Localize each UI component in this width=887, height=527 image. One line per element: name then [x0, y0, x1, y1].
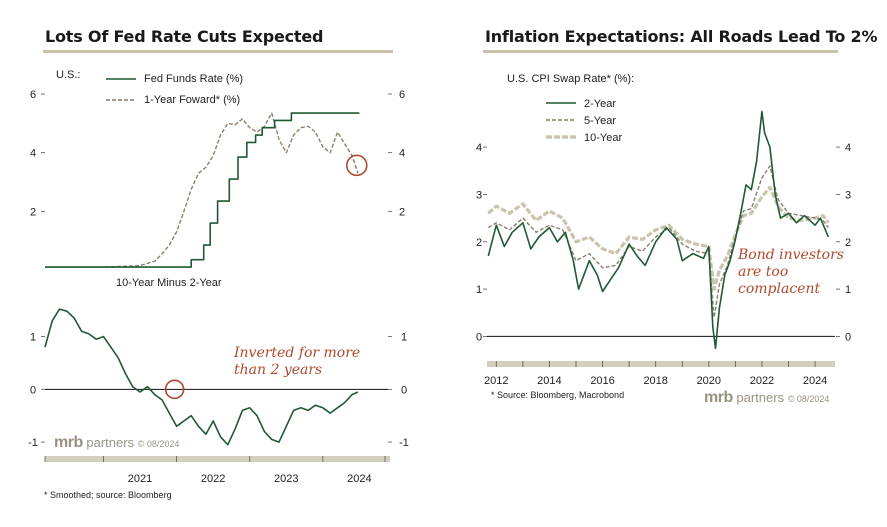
- brand-name: partners: [736, 390, 785, 405]
- legend-label-2-year: 2-Year: [584, 98, 616, 110]
- series-line-2-year: [487, 110, 830, 350]
- y-tick-label-right: 0: [401, 384, 407, 396]
- legend-label-fed-funds: Fed Funds Rate (%): [144, 73, 243, 85]
- brand-copyright: © 08/2024: [137, 439, 180, 449]
- y-tick-label-left: 2: [30, 206, 36, 218]
- y-tick-label-right: 0: [845, 331, 851, 343]
- y-tick-label-left: 2: [476, 237, 482, 249]
- y-tick-label-left: 4: [30, 148, 36, 160]
- y-tick-label-left: 0: [30, 384, 36, 396]
- y-tick-label-right: 2: [845, 237, 851, 249]
- x-tick-label: 2018: [643, 375, 667, 387]
- x-tick-label: 2022: [750, 375, 774, 387]
- complacent-annotation: Bond investors are too complacent: [738, 247, 844, 297]
- brand-name: partners: [86, 435, 135, 450]
- y-tick-label-right: 6: [399, 89, 405, 101]
- x-tick-label: 2016: [590, 375, 614, 387]
- series-line-1-year-foward-: [45, 112, 359, 268]
- x-tick-label: 2014: [537, 375, 561, 387]
- right-footnote: * Source: Bloomberg, Macrobond: [491, 390, 625, 400]
- y-tick-label-right: 1: [845, 284, 851, 296]
- mrb-logo: mrb: [54, 434, 83, 451]
- left-footnote: * Smoothed; source: Bloomberg: [44, 490, 172, 500]
- y-tick-label-left: 3: [476, 189, 482, 201]
- x-tick-label: 2024: [803, 375, 827, 387]
- x-tick-label: 2021: [128, 473, 152, 485]
- y-tick-label-right: 3: [845, 189, 851, 201]
- y-tick-label-left: -1: [28, 437, 38, 449]
- x-tick-label: 2024: [347, 473, 371, 485]
- series-line-10-year-minus-2-year: [44, 308, 359, 446]
- curve-subtitle: 10-Year Minus 2-Year: [116, 277, 222, 289]
- y-tick-label-right: 4: [399, 148, 405, 160]
- y-tick-label-left: 0: [476, 331, 482, 343]
- brand-copyright: © 08/2024: [787, 394, 830, 404]
- inverted-annotation: Inverted for more than 2 years: [234, 345, 361, 378]
- y-tick-label-right: 4: [845, 142, 851, 154]
- x-tick-label: 2023: [274, 473, 298, 485]
- y-tick-label-left: 1: [30, 332, 36, 344]
- right-title-rule: [483, 50, 838, 53]
- x-tick-label: 2022: [201, 473, 225, 485]
- x-axis-band: [45, 456, 390, 462]
- y-tick-label-left: 6: [30, 89, 36, 101]
- y-tick-label-left: 4: [476, 142, 482, 154]
- x-tick-label: 2012: [484, 375, 508, 387]
- y-tick-label-left: 1: [476, 284, 482, 296]
- y-tick-label-right: 2: [399, 206, 405, 218]
- highlight-circle-forward: [345, 154, 368, 177]
- right-panel-title: Inflation Expectations: All Roads Lead T…: [485, 27, 878, 46]
- legend-label-1-year-forward: 1-Year Foward* (%): [144, 94, 240, 106]
- left-panel-title: Lots Of Fed Rate Cuts Expected: [45, 27, 324, 46]
- legend-label-10-year: 10-Year: [584, 132, 622, 144]
- y-tick-label-right: 1: [401, 332, 407, 344]
- mrb-logo: mrb: [704, 389, 733, 406]
- right-brand: mrb partners © 08/2024: [704, 389, 829, 407]
- series-line-fed-funds-rate-: [45, 112, 360, 268]
- unit-label: U.S.:: [56, 69, 80, 81]
- x-axis-band: [487, 361, 835, 367]
- left-brand: mrb partners © 08/2024: [54, 434, 179, 452]
- left-title-rule: [43, 50, 393, 53]
- series-line-5-year: [487, 165, 829, 319]
- legend-label-5-year: 5-Year: [584, 115, 616, 127]
- x-tick-label: 2020: [697, 375, 721, 387]
- y-tick-label-right: -1: [399, 437, 409, 449]
- highlight-circle-inversion: [164, 379, 185, 400]
- unit-label: U.S. CPI Swap Rate* (%):: [507, 73, 634, 85]
